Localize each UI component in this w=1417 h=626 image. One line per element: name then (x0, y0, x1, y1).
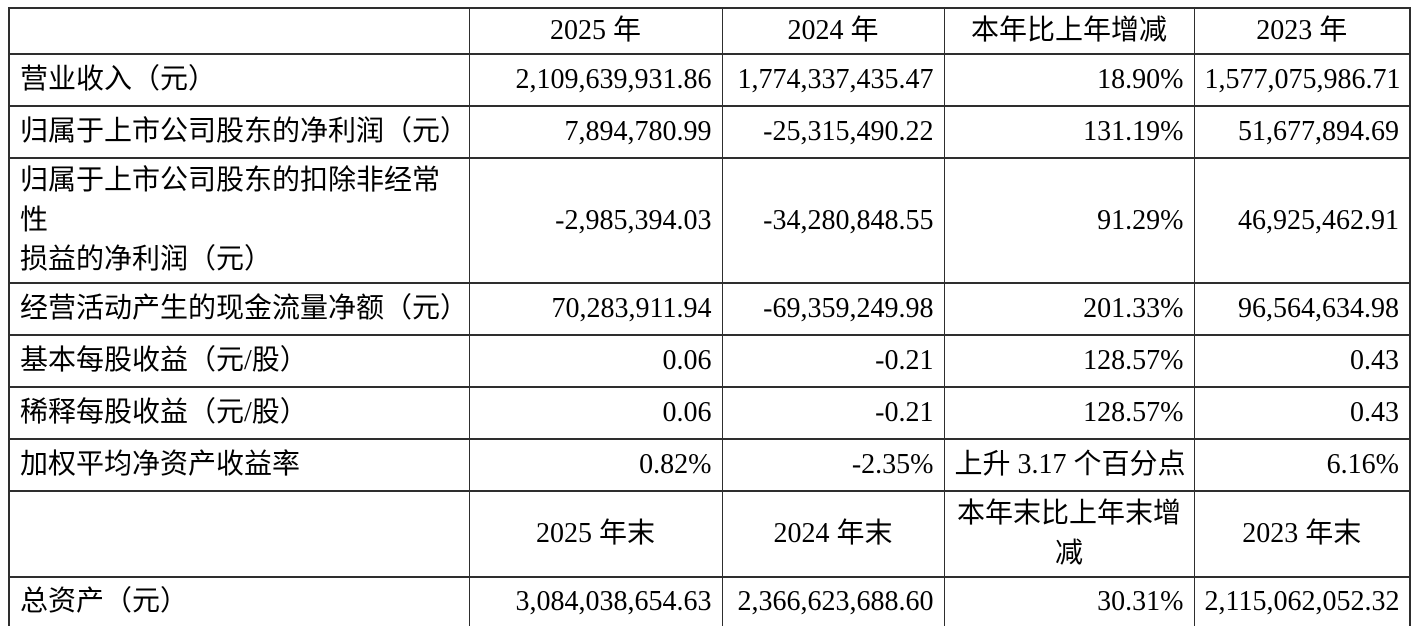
cell-value: 18.90% (943, 52, 1195, 107)
cell-value: 1,774,337,435.47 (721, 52, 945, 107)
cell-value: 201.33% (943, 282, 1195, 336)
cell-value: 0.43 (1193, 386, 1411, 440)
cell-value: 96,564,634.98 (1193, 282, 1411, 336)
period-header-row: 2025 年 2024 年 本年比上年增减 2023 年 (8, 7, 1411, 55)
col-header-2023: 2023 年 (1193, 7, 1411, 55)
cell-value: 131.19% (943, 104, 1195, 159)
table-row-basic-eps: 基本每股收益（元/股） 0.06 -0.21 128.57% 0.43 (8, 334, 1411, 388)
cell-value: 2,115,062,052.32 (1193, 575, 1411, 626)
col-header-eop-change: 本年末比上年末增 减 (943, 490, 1195, 578)
cell-value: 2,366,623,688.60 (721, 575, 945, 626)
col-header-2025-end: 2025 年末 (468, 490, 723, 578)
cell-value: 30.31% (943, 575, 1195, 626)
cell-value: 128.57% (943, 386, 1195, 440)
cell-value: -34,280,848.55 (721, 156, 945, 285)
col-header-2024-end: 2024 年末 (721, 490, 945, 578)
cell-value: 0.06 (468, 386, 723, 440)
cell-value: 51,677,894.69 (1193, 104, 1411, 159)
row-label: 加权平均净资产收益率 (8, 438, 470, 492)
eop-corner-cell (8, 490, 470, 578)
eop-header-row: 2025 年末 2024 年末 本年末比上年末增 减 2023 年末 (8, 490, 1411, 578)
key-financials-table: 2025 年 2024 年 本年比上年增减 2023 年 营业收入（元） 2,1… (8, 7, 1411, 626)
row-label: 稀释每股收益（元/股） (8, 386, 470, 440)
table-row-net-profit-deducted: 归属于上市公司股东的扣除非经常性 损益的净利润（元） -2,985,394.03… (8, 156, 1411, 285)
table-row-net-profit: 归属于上市公司股东的净利润（元） 7,894,780.99 -25,315,49… (8, 104, 1411, 159)
cell-value: 3,084,038,654.63 (468, 575, 723, 626)
row-label: 归属于上市公司股东的净利润（元） (8, 104, 470, 159)
cell-value: 46,925,462.91 (1193, 156, 1411, 285)
cell-value: 0.43 (1193, 334, 1411, 388)
cell-value: 上升 3.17 个百分点 (943, 438, 1195, 492)
cell-value: 1,577,075,986.71 (1193, 52, 1411, 107)
cell-value: 0.82% (468, 438, 723, 492)
cell-value: 2,109,639,931.86 (468, 52, 723, 107)
cell-value: 6.16% (1193, 438, 1411, 492)
row-label: 营业收入（元） (8, 52, 470, 107)
cell-value: -25,315,490.22 (721, 104, 945, 159)
table-row-weighted-roe: 加权平均净资产收益率 0.82% -2.35% 上升 3.17 个百分点 6.1… (8, 438, 1411, 492)
table-row-total-assets: 总资产（元） 3,084,038,654.63 2,366,623,688.60… (8, 575, 1411, 626)
cell-value: 128.57% (943, 334, 1195, 388)
cell-value: -69,359,249.98 (721, 282, 945, 336)
row-label: 总资产（元） (8, 575, 470, 626)
cell-value: 91.29% (943, 156, 1195, 285)
cell-value: 0.06 (468, 334, 723, 388)
row-label: 经营活动产生的现金流量净额（元） (8, 282, 470, 336)
col-header-yoy-change: 本年比上年增减 (943, 7, 1195, 55)
cell-value: 7,894,780.99 (468, 104, 723, 159)
table-row-operating-cash-flow: 经营活动产生的现金流量净额（元） 70,283,911.94 -69,359,2… (8, 282, 1411, 336)
col-header-2023-end: 2023 年末 (1193, 490, 1411, 578)
corner-cell (8, 7, 470, 55)
col-header-2025: 2025 年 (468, 7, 723, 55)
cell-value: -2.35% (721, 438, 945, 492)
cell-value: -0.21 (721, 334, 945, 388)
cell-value: -0.21 (721, 386, 945, 440)
row-label: 基本每股收益（元/股） (8, 334, 470, 388)
table-row-diluted-eps: 稀释每股收益（元/股） 0.06 -0.21 128.57% 0.43 (8, 386, 1411, 440)
row-label: 归属于上市公司股东的扣除非经常性 损益的净利润（元） (8, 156, 470, 285)
cell-value: 70,283,911.94 (468, 282, 723, 336)
col-header-2024: 2024 年 (721, 7, 945, 55)
table-row-revenue: 营业收入（元） 2,109,639,931.86 1,774,337,435.4… (8, 52, 1411, 107)
cell-value: -2,985,394.03 (468, 156, 723, 285)
